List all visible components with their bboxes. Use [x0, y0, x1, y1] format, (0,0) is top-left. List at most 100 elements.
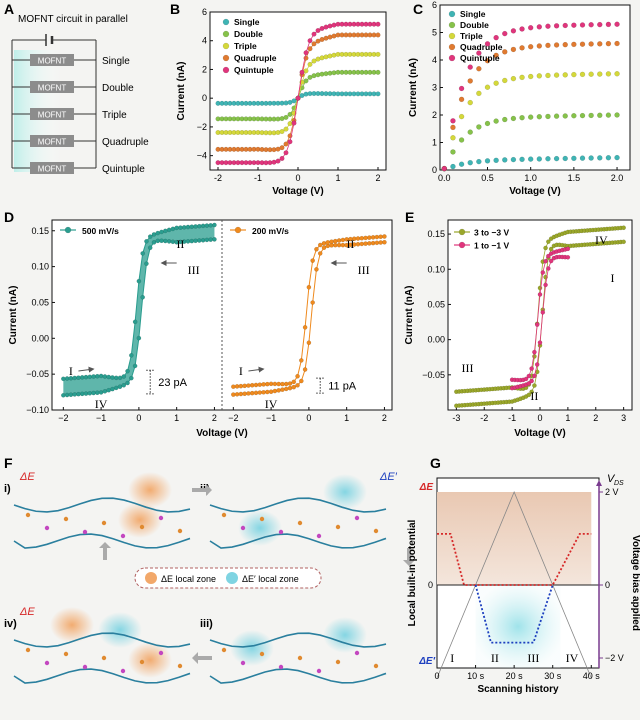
data-point	[121, 374, 127, 379]
data-point	[117, 375, 123, 381]
data-point	[621, 225, 626, 231]
data-point	[553, 72, 560, 78]
data-point	[527, 25, 534, 31]
data-point	[571, 41, 577, 48]
data-point	[208, 237, 213, 242]
data-point	[317, 251, 323, 256]
ion	[354, 515, 360, 521]
sweep-label-ii: II	[176, 237, 184, 251]
legend-swatch-orange	[145, 572, 157, 584]
data-point	[367, 241, 372, 246]
data-point	[378, 240, 383, 245]
x-tick-label: -2	[480, 413, 488, 423]
data-point	[605, 40, 612, 47]
data-point	[323, 54, 329, 60]
right-axis-arrow	[596, 480, 602, 486]
y-tick-label: 3	[432, 83, 437, 93]
data-point	[185, 224, 191, 230]
data-point	[545, 72, 551, 79]
data-point	[295, 373, 300, 379]
x-tick-label: 0	[295, 173, 300, 183]
sweep-label-iv: IV	[95, 397, 108, 411]
data-point	[510, 156, 517, 163]
x-tick-label: 1	[565, 413, 570, 423]
data-point	[502, 116, 508, 123]
delta-e-prime-zone	[230, 630, 274, 666]
negative-potential-line	[474, 584, 554, 644]
ion	[44, 525, 50, 531]
data-point	[553, 113, 560, 119]
data-point	[378, 234, 383, 240]
legend-label: 3 to −3 V	[474, 228, 510, 238]
data-point	[279, 129, 285, 135]
data-point	[553, 23, 560, 29]
ion	[259, 516, 265, 522]
data-point	[287, 381, 293, 386]
x-tick-label: 0.5	[481, 173, 494, 183]
channel-wall	[209, 497, 387, 513]
data-point	[527, 156, 534, 162]
data-point	[450, 124, 456, 131]
panel-letter-e: E	[405, 209, 414, 225]
data-point	[197, 223, 202, 229]
data-point	[374, 234, 380, 240]
data-point	[540, 270, 546, 275]
ion	[177, 663, 183, 669]
data-point	[163, 228, 168, 234]
x-tick-label: 0	[306, 413, 311, 423]
y-tick-label: 5	[432, 28, 437, 38]
data-point	[64, 392, 70, 398]
data-point	[246, 391, 251, 396]
data-point	[151, 240, 157, 245]
ion	[316, 533, 322, 539]
data-point	[502, 157, 508, 163]
legend-label: 200 mV/s	[252, 226, 289, 236]
x-tick-label: -1	[508, 413, 516, 423]
data-point	[476, 50, 482, 56]
x-tick-label: 1	[335, 173, 340, 183]
flow-arrow	[99, 542, 111, 560]
data-point	[212, 237, 217, 242]
branch-label: Single	[102, 56, 130, 67]
data-point	[314, 246, 319, 252]
data-point	[374, 240, 380, 246]
data-point	[467, 64, 473, 70]
data-point	[614, 40, 620, 47]
data-point	[588, 112, 594, 119]
data-point	[72, 375, 77, 381]
data-point	[526, 392, 532, 398]
panel-letter-d: D	[4, 209, 14, 225]
legend-label: Triple	[460, 31, 483, 41]
delta-e-prime-zone	[238, 510, 282, 546]
hysteresis-area	[63, 225, 215, 396]
ion	[240, 660, 246, 666]
legend-label: Quintuple	[234, 65, 274, 75]
data-point	[548, 258, 554, 264]
data-point	[193, 238, 198, 244]
data-point	[317, 242, 323, 248]
data-point	[527, 73, 534, 80]
data-point	[327, 53, 333, 59]
right-axis-label: Voltage bias applied	[630, 535, 640, 631]
ion	[316, 668, 322, 674]
x-tick-label: 0	[434, 671, 439, 681]
data-point	[545, 42, 551, 49]
data-point	[291, 384, 297, 390]
data-point	[546, 266, 551, 271]
data-point	[493, 118, 499, 124]
data-point	[375, 21, 381, 27]
data-point	[534, 362, 540, 367]
region-label: II	[491, 651, 499, 665]
data-point	[458, 137, 465, 143]
y-tick-label: 4	[202, 36, 207, 46]
gap-label: 11 pA	[328, 381, 357, 393]
delta-e-prime-label: ΔE′	[379, 471, 398, 483]
data-point	[370, 235, 376, 240]
ion	[63, 651, 69, 657]
data-point	[276, 388, 281, 393]
data-point	[166, 227, 172, 233]
data-point	[72, 392, 77, 397]
data-point	[265, 389, 270, 395]
data-point	[257, 390, 263, 395]
panel-letter-a: A	[4, 1, 14, 17]
